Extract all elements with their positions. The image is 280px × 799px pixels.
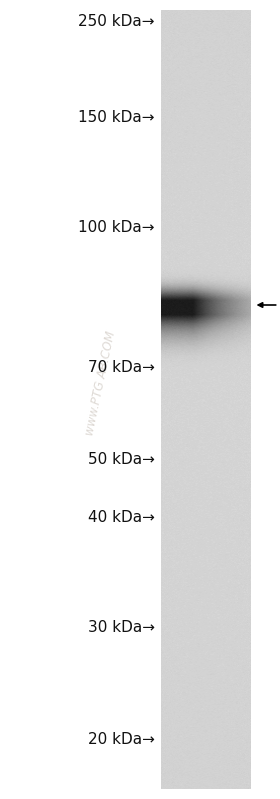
Text: 70 kDa→: 70 kDa→	[88, 360, 155, 376]
Text: 50 kDa→: 50 kDa→	[88, 452, 155, 467]
Text: 250 kDa→: 250 kDa→	[78, 14, 155, 30]
Text: 40 kDa→: 40 kDa→	[88, 511, 155, 526]
Text: 100 kDa→: 100 kDa→	[78, 221, 155, 236]
Text: www.PTG AB.COM: www.PTG AB.COM	[84, 330, 118, 437]
Text: 150 kDa→: 150 kDa→	[78, 110, 155, 125]
Text: 20 kDa→: 20 kDa→	[88, 733, 155, 748]
Text: 30 kDa→: 30 kDa→	[88, 621, 155, 635]
